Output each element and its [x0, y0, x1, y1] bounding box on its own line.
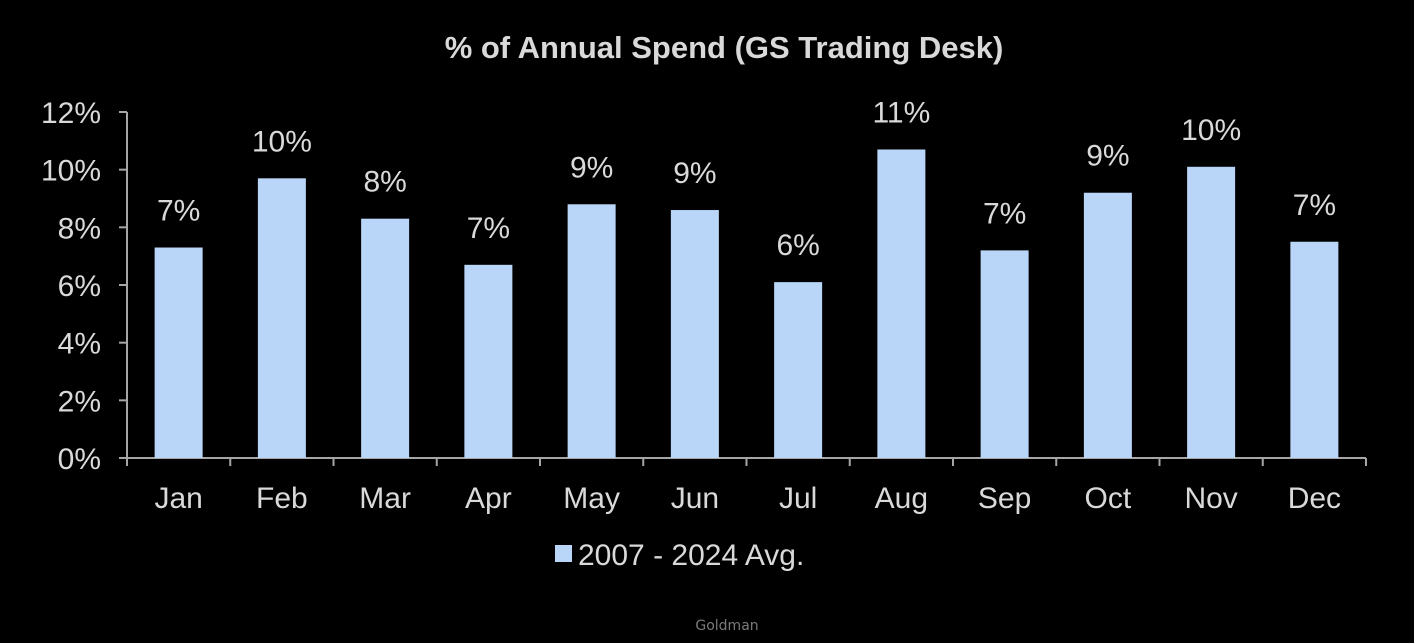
data-label: 7%: [1293, 189, 1336, 222]
y-tick-label: 4%: [58, 328, 101, 361]
data-label: 9%: [570, 151, 613, 184]
source-credit: Goldman: [695, 618, 758, 634]
data-label: 8%: [363, 166, 406, 199]
bar: [361, 218, 410, 458]
y-axis: 0% 2% 4% 6% 8% 10% 12%: [41, 97, 128, 476]
data-label: 6%: [776, 229, 819, 262]
x-tick-label: Oct: [1085, 482, 1132, 515]
x-tick-label: Nov: [1184, 482, 1237, 515]
data-label: 11%: [872, 96, 930, 129]
bar: [877, 149, 926, 458]
x-tick-label: Apr: [465, 482, 512, 515]
x-tick-label: Jun: [671, 482, 719, 515]
data-label: 7%: [157, 195, 200, 228]
bar: [567, 204, 616, 458]
y-tick-label: 0%: [58, 443, 101, 476]
data-label: 7%: [983, 197, 1026, 230]
legend-entry: 2007 - 2024 Avg.: [578, 539, 804, 572]
bar: [154, 247, 203, 458]
bar: [1290, 241, 1339, 458]
bar: [257, 178, 306, 459]
x-tick-label: Jul: [779, 482, 817, 515]
x-tick-label: Sep: [978, 482, 1031, 515]
chart-title: % of Annual Spend (GS Trading Desk): [445, 30, 1004, 65]
x-tick-label: Feb: [256, 482, 308, 515]
y-tick-label: 6%: [58, 270, 101, 303]
bar: [670, 210, 719, 458]
data-label: 7%: [467, 212, 510, 245]
bar-series: 7% 10% 8% 7% 9% 9% 6% 11% 7% 9% 10% 7%: [154, 96, 1339, 459]
y-tick-label: 10%: [41, 155, 101, 188]
bar: [774, 282, 823, 458]
x-tick-label: Mar: [359, 482, 411, 515]
data-label: 10%: [1181, 114, 1241, 147]
bar: [1187, 166, 1236, 459]
bar: [980, 250, 1029, 458]
x-tick-label: May: [563, 482, 620, 515]
legend-swatch: [555, 545, 572, 562]
y-tick-label: 8%: [58, 212, 101, 245]
legend: 2007 - 2024 Avg.: [555, 539, 804, 572]
data-label: 10%: [252, 125, 312, 158]
x-tick-label: Aug: [875, 482, 928, 515]
x-tick-label: Jan: [154, 482, 202, 515]
data-label: 9%: [1086, 140, 1129, 173]
x-tick-label: Dec: [1288, 482, 1341, 515]
data-label: 9%: [673, 157, 716, 190]
y-tick-label: 12%: [41, 97, 101, 130]
bar: [464, 264, 513, 458]
x-axis: Jan Feb Mar Apr May Jun Jul Aug Sep Oct Nov Dec: [126, 457, 1367, 515]
y-tick-label: 2%: [58, 385, 101, 418]
bar: [1083, 192, 1132, 458]
